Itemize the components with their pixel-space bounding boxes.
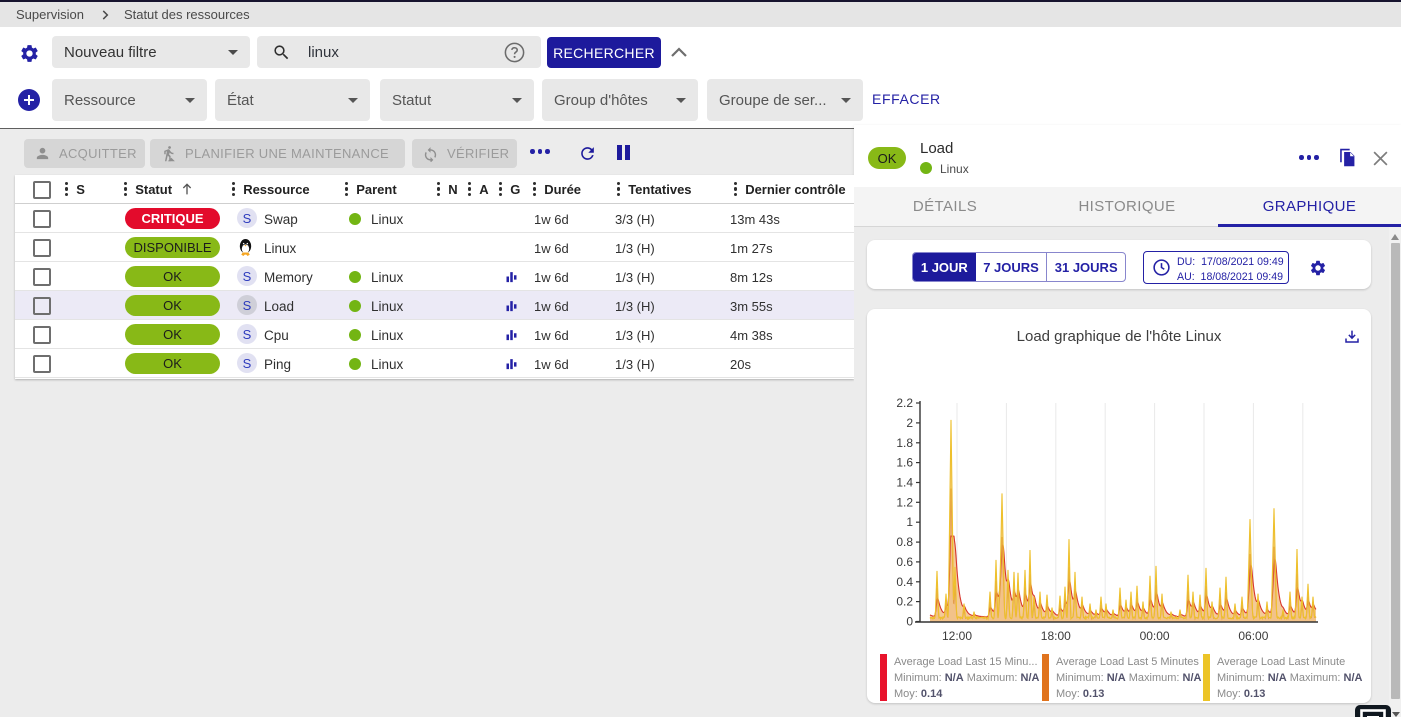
- svg-text:2.2: 2.2: [896, 396, 913, 410]
- svg-text:1.2: 1.2: [896, 495, 913, 509]
- svg-text:1.6: 1.6: [896, 456, 913, 470]
- svg-text:2: 2: [906, 416, 913, 430]
- svg-text:0.8: 0.8: [896, 535, 913, 549]
- svg-text:1.4: 1.4: [896, 476, 913, 490]
- svg-text:00:00: 00:00: [1140, 629, 1170, 643]
- svg-text:18:00: 18:00: [1041, 629, 1071, 643]
- svg-text:0.6: 0.6: [896, 555, 913, 569]
- svg-text:06:00: 06:00: [1238, 629, 1268, 643]
- svg-text:12:00: 12:00: [942, 629, 972, 643]
- svg-text:1.8: 1.8: [896, 436, 913, 450]
- svg-text:0.4: 0.4: [896, 575, 913, 589]
- svg-text:0: 0: [906, 615, 913, 629]
- svg-text:0.2: 0.2: [896, 595, 913, 609]
- svg-text:1: 1: [906, 515, 913, 529]
